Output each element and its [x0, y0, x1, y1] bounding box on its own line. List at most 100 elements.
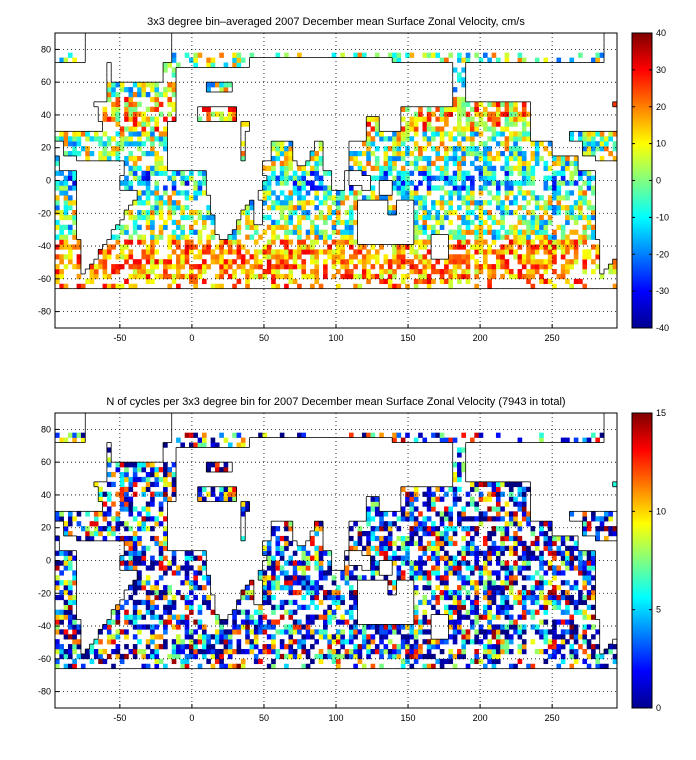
bin-cell: [119, 87, 125, 93]
bin-cell: [206, 234, 211, 240]
bin-cell: [184, 653, 190, 660]
bin-cell: [154, 170, 160, 176]
bin-cell: [158, 205, 164, 211]
bin-cell: [444, 550, 449, 556]
bin-cell: [63, 629, 69, 635]
bin-cell: [111, 82, 116, 88]
bin-cell: [465, 254, 471, 260]
bin-cell: [236, 442, 242, 448]
bin-cell: [288, 653, 294, 660]
bin-cell: [128, 619, 134, 625]
bin-cell: [150, 141, 155, 147]
bin-cell: [85, 136, 90, 142]
bin-cell: [344, 259, 350, 265]
bin-cell: [240, 594, 246, 601]
bin-cell: [154, 516, 160, 522]
bin-cell: [508, 210, 514, 216]
bin-cell: [184, 619, 190, 625]
bin-cell: [396, 516, 402, 522]
bin-cell: [266, 649, 272, 655]
bin-cell: [379, 550, 384, 556]
bin-cell: [245, 121, 250, 127]
bin-cell: [271, 155, 276, 162]
bin-cell: [67, 580, 73, 586]
bin-cell: [448, 219, 454, 226]
bin-cell: [461, 57, 466, 63]
bin-cell: [491, 545, 497, 551]
bin-cell: [530, 249, 536, 255]
bin-cell: [227, 234, 233, 240]
bin-cell: [487, 590, 492, 596]
bin-cell: [383, 629, 389, 635]
bin-cell: [504, 180, 510, 186]
bin-cell: [400, 165, 406, 171]
bin-cell: [439, 535, 445, 542]
bin-cell: [305, 160, 311, 167]
bin-cell: [487, 151, 492, 157]
bin-cell: [154, 585, 160, 591]
bin-cell: [422, 229, 428, 235]
bin-cell: [474, 658, 479, 665]
bin-cell: [487, 57, 492, 63]
bin-cell: [405, 649, 410, 655]
bin-cell: [573, 180, 579, 186]
bin-cell: [232, 116, 237, 122]
bin-cell: [504, 165, 510, 171]
bin-cell: [457, 264, 462, 270]
bin-cell: [565, 239, 570, 245]
bin-cell: [400, 259, 406, 265]
bin-cell: [452, 146, 458, 152]
bin-cell: [137, 609, 142, 615]
bin-cell: [67, 254, 73, 260]
bin-cell: [517, 155, 523, 162]
bin-cell: [63, 214, 69, 221]
bin-cell: [543, 224, 549, 230]
bin-cell: [560, 155, 566, 162]
bin-cell: [158, 545, 164, 551]
bin-cell: [491, 229, 497, 235]
bin-cell: [206, 491, 211, 497]
bin-cell: [478, 550, 484, 556]
bin-cell: [418, 555, 423, 561]
bin-cell: [167, 481, 173, 488]
bin-cell: [457, 653, 462, 660]
bin-cell: [495, 609, 501, 615]
bin-cell: [240, 244, 246, 250]
bin-cell: [461, 160, 466, 167]
bin-cell: [465, 550, 471, 556]
bin-cell: [288, 599, 294, 606]
bin-cell: [478, 624, 484, 630]
bin-cell: [115, 511, 121, 517]
bin-cell: [154, 136, 160, 142]
bin-cell: [176, 190, 181, 196]
bin-cell: [145, 506, 151, 512]
bin-cell: [176, 614, 181, 620]
bin-cell: [565, 244, 570, 250]
bin-cell: [431, 111, 436, 117]
bin-cell: [482, 52, 488, 58]
bin-cell: [297, 545, 302, 551]
bin-cell: [279, 535, 285, 542]
y-tick-label: 20: [41, 143, 51, 153]
bin-cell: [487, 599, 492, 606]
bin-cell: [517, 269, 523, 275]
bin-cell: [457, 452, 462, 458]
bin-cell: [348, 151, 354, 157]
bin-cell: [431, 540, 436, 547]
bin-cell: [435, 511, 441, 517]
bin-cell: [98, 136, 103, 142]
bin-cell: [439, 594, 445, 601]
x-tick-label: 0: [189, 333, 194, 343]
bin-cell: [150, 624, 155, 630]
bin-cell: [167, 111, 173, 117]
bin-cell: [426, 531, 432, 537]
bin-cell: [63, 555, 69, 561]
bin-cell: [59, 437, 64, 443]
bin-cell: [76, 131, 82, 137]
bin-cell: [176, 224, 181, 230]
bin-cell: [457, 175, 462, 181]
bin-cell: [370, 244, 376, 250]
bin-cell: [439, 432, 445, 438]
bin-cell: [569, 131, 575, 137]
bin-cell: [193, 62, 198, 68]
